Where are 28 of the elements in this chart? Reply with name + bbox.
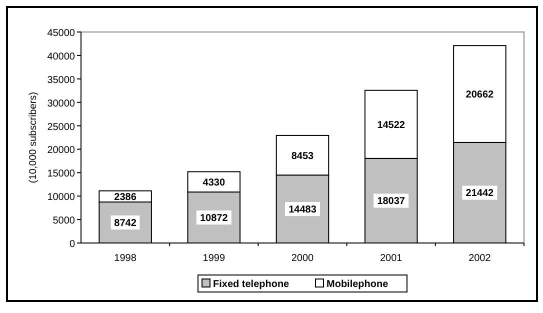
x-tick-label: 1998: [114, 253, 137, 264]
x-tick-label: 2000: [291, 253, 314, 264]
data-label: 2386: [114, 192, 137, 203]
y-tick-label: 30000: [47, 98, 76, 110]
y-tick-label: 10000: [47, 192, 76, 204]
y-tick-label: 35000: [47, 74, 76, 86]
y-axis-title: (10,000 subscribers): [28, 92, 39, 184]
legend-label: Mobilephone: [326, 279, 389, 290]
y-tick-label: 5000: [52, 216, 76, 227]
data-label: 18037: [377, 196, 406, 208]
data-label: 8742: [114, 218, 137, 230]
legend-label: Fixed telephone: [213, 279, 290, 290]
x-tick-label: 2002: [468, 253, 492, 264]
y-tick-label: 45000: [47, 28, 76, 39]
y-tick-label: 25000: [47, 122, 76, 133]
data-label: 14483: [288, 204, 317, 216]
data-label: 20662: [466, 90, 494, 101]
data-label: 8453: [291, 150, 314, 162]
x-tick-label: 2001: [380, 253, 403, 264]
y-tick-label: 20000: [47, 145, 76, 156]
y-tick-label: 0: [69, 239, 76, 250]
y-tick-label: 40000: [47, 51, 76, 62]
data-label: 4330: [202, 177, 226, 188]
data-label: 10872: [200, 213, 228, 224]
data-label: 14522: [377, 120, 406, 131]
x-tick-label: 1999: [202, 253, 226, 264]
y-tick-label: 15000: [47, 168, 76, 180]
data-label: 21442: [466, 188, 494, 200]
